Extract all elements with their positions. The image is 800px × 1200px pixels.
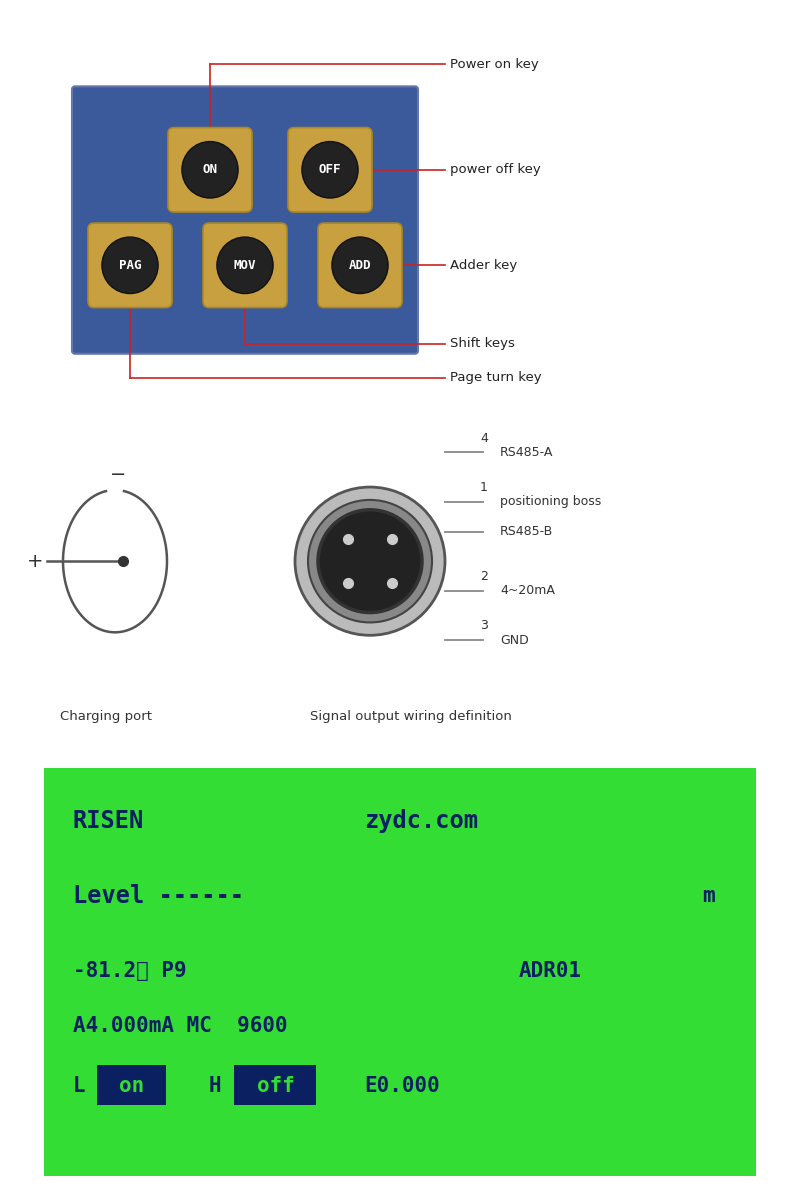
Text: +: + (26, 552, 43, 571)
FancyBboxPatch shape (97, 1066, 166, 1105)
Ellipse shape (102, 238, 158, 294)
Text: H: H (209, 1076, 222, 1096)
FancyBboxPatch shape (88, 223, 172, 307)
FancyBboxPatch shape (203, 223, 287, 307)
Text: Level ------: Level ------ (73, 884, 244, 908)
Text: off: off (258, 1076, 295, 1096)
Text: Adder key: Adder key (450, 259, 518, 271)
Text: Shift keys: Shift keys (450, 337, 515, 350)
Ellipse shape (302, 142, 358, 198)
FancyBboxPatch shape (234, 1066, 317, 1105)
Text: ADR01: ADR01 (518, 961, 582, 980)
Text: A4.000mA MC  9600: A4.000mA MC 9600 (73, 1016, 287, 1036)
FancyBboxPatch shape (72, 86, 418, 354)
Text: 1: 1 (480, 481, 488, 494)
Text: Power on key: Power on key (450, 58, 538, 71)
Text: 2: 2 (480, 570, 488, 583)
Text: Charging port: Charging port (60, 710, 152, 722)
Ellipse shape (182, 142, 238, 198)
Text: ON: ON (202, 163, 218, 176)
Text: on: on (119, 1076, 144, 1096)
Text: -81.2℃ P9: -81.2℃ P9 (73, 961, 186, 980)
Circle shape (308, 500, 432, 623)
FancyBboxPatch shape (40, 764, 760, 1180)
Text: power off key: power off key (450, 163, 541, 176)
Text: zydc.com: zydc.com (364, 809, 478, 833)
Text: 4: 4 (480, 432, 488, 444)
FancyBboxPatch shape (288, 127, 372, 212)
Text: Page turn key: Page turn key (450, 372, 542, 384)
Text: L: L (73, 1076, 86, 1096)
Text: Signal output wiring definition: Signal output wiring definition (310, 710, 512, 722)
Text: GND: GND (500, 634, 529, 647)
Text: MOV: MOV (234, 259, 256, 271)
Ellipse shape (332, 238, 388, 294)
Text: E0.000: E0.000 (364, 1076, 440, 1096)
FancyBboxPatch shape (318, 223, 402, 307)
Text: RS485-B: RS485-B (500, 526, 554, 538)
Text: m: m (702, 886, 715, 906)
Text: ADD: ADD (349, 259, 371, 271)
Text: positioning boss: positioning boss (500, 496, 602, 509)
Text: RS485-A: RS485-A (500, 446, 554, 458)
Circle shape (318, 510, 422, 612)
Text: PAG: PAG (118, 259, 142, 271)
Circle shape (295, 487, 445, 635)
Text: OFF: OFF (318, 163, 342, 176)
Text: RISEN: RISEN (73, 809, 144, 833)
Text: 4~20mA: 4~20mA (500, 584, 555, 598)
Ellipse shape (217, 238, 273, 294)
Text: −: − (110, 464, 126, 484)
FancyBboxPatch shape (168, 127, 252, 212)
Text: 3: 3 (480, 619, 488, 632)
